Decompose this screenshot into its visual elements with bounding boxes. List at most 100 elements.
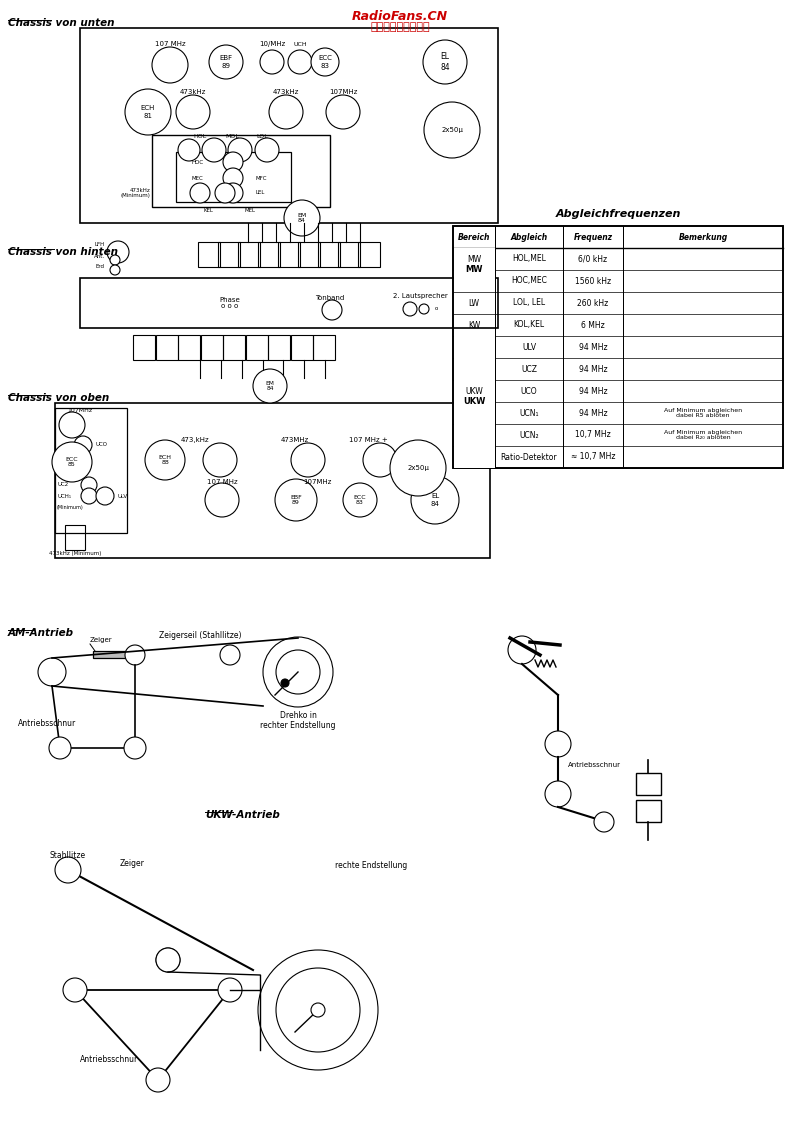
Text: Ant.: Ant. xyxy=(94,254,106,259)
Text: MFC: MFC xyxy=(255,175,266,181)
Text: 10/MHz: 10/MHz xyxy=(259,41,285,47)
Text: EBF
89: EBF 89 xyxy=(290,495,302,506)
Text: (Minimum): (Minimum) xyxy=(57,505,84,509)
Text: 94 MHz: 94 MHz xyxy=(578,386,607,395)
Circle shape xyxy=(363,443,397,476)
Text: UCZ: UCZ xyxy=(521,365,537,374)
Text: Abgleichfrequenzen: Abgleichfrequenzen xyxy=(555,209,681,219)
Circle shape xyxy=(228,138,252,161)
Bar xyxy=(278,242,300,266)
Text: 107MHz: 107MHz xyxy=(303,479,331,485)
Circle shape xyxy=(190,183,210,203)
Bar xyxy=(238,242,260,266)
Text: 473MHz: 473MHz xyxy=(281,437,309,443)
Circle shape xyxy=(419,304,429,314)
Bar xyxy=(55,403,490,558)
Text: KOL,KEL: KOL,KEL xyxy=(514,321,545,330)
Circle shape xyxy=(220,645,240,665)
Circle shape xyxy=(411,476,459,524)
Circle shape xyxy=(263,637,333,707)
Text: Auf Minimum abgleichen
dabei R5 ablöten: Auf Minimum abgleichen dabei R5 ablöten xyxy=(664,408,742,419)
Text: HOC: HOC xyxy=(192,159,204,165)
Circle shape xyxy=(284,200,320,236)
Circle shape xyxy=(545,781,571,807)
Text: Stahllitze: Stahllitze xyxy=(50,850,86,859)
Bar xyxy=(201,335,222,360)
Text: Antriebsschnur: Antriebsschnur xyxy=(568,762,621,768)
Text: UCO: UCO xyxy=(521,386,538,395)
Circle shape xyxy=(55,857,81,883)
Bar xyxy=(223,335,245,360)
Text: LEL: LEL xyxy=(255,191,264,195)
Text: 2x50μ: 2x50μ xyxy=(407,465,429,471)
Bar xyxy=(218,242,240,266)
Text: RadioFans.CN: RadioFans.CN xyxy=(352,10,448,23)
Text: Chassis von unten: Chassis von unten xyxy=(8,18,114,28)
Circle shape xyxy=(74,436,92,454)
Circle shape xyxy=(255,138,279,161)
Circle shape xyxy=(311,49,339,76)
Text: Phase
o o o: Phase o o o xyxy=(220,297,240,309)
Text: Zeiger: Zeiger xyxy=(120,858,145,867)
Circle shape xyxy=(218,978,242,1003)
Text: Tonband: Tonband xyxy=(315,295,345,301)
Text: ULV: ULV xyxy=(118,493,128,499)
Circle shape xyxy=(288,50,312,75)
Text: EM
84: EM 84 xyxy=(298,212,306,224)
Text: Auf Minimum abgleichen
dabei R₂₀ ablöten: Auf Minimum abgleichen dabei R₂₀ ablöten xyxy=(664,430,742,440)
Text: 6/0 kHz: 6/0 kHz xyxy=(578,254,607,263)
Circle shape xyxy=(594,812,614,832)
Circle shape xyxy=(81,476,97,493)
Text: ≈ 10,7 MHz: ≈ 10,7 MHz xyxy=(570,453,615,462)
Circle shape xyxy=(276,968,360,1052)
Circle shape xyxy=(110,255,120,265)
Text: Chassis von hinten: Chassis von hinten xyxy=(8,247,118,257)
Bar xyxy=(198,242,220,266)
Text: 收音机爱好者资料库: 收音机爱好者资料库 xyxy=(370,21,430,32)
Circle shape xyxy=(390,440,446,496)
Circle shape xyxy=(343,483,377,517)
Circle shape xyxy=(110,265,120,275)
Text: EBF
89: EBF 89 xyxy=(219,55,233,69)
Circle shape xyxy=(38,658,66,686)
Text: LOL: LOL xyxy=(256,134,268,140)
Text: MEC: MEC xyxy=(192,175,204,181)
Circle shape xyxy=(258,949,378,1070)
Text: AM-Antrieb: AM-Antrieb xyxy=(8,628,74,638)
Text: Antriebsschnur: Antriebsschnur xyxy=(18,718,76,727)
Text: UCN₂: UCN₂ xyxy=(519,430,539,439)
Circle shape xyxy=(125,645,145,665)
Circle shape xyxy=(223,152,243,172)
Text: 107 MHz: 107 MHz xyxy=(154,41,186,47)
Circle shape xyxy=(59,412,85,438)
Text: EL
84: EL 84 xyxy=(440,52,450,72)
Text: ECC
83: ECC 83 xyxy=(354,495,366,506)
Bar xyxy=(290,335,313,360)
Bar xyxy=(318,242,340,266)
Bar xyxy=(454,336,494,467)
Text: Drehko in: Drehko in xyxy=(279,710,317,719)
Bar xyxy=(258,242,280,266)
Circle shape xyxy=(156,948,180,972)
Text: LFH: LFH xyxy=(95,243,105,247)
Bar xyxy=(454,248,494,291)
Bar xyxy=(80,28,498,224)
Circle shape xyxy=(403,301,417,316)
Text: o: o xyxy=(434,306,438,312)
Text: 473kHz (Minimum): 473kHz (Minimum) xyxy=(49,551,101,555)
Text: ECH
81: ECH 81 xyxy=(141,105,155,119)
Text: UCH: UCH xyxy=(293,42,307,46)
Text: Erd: Erd xyxy=(95,264,105,270)
Circle shape xyxy=(49,737,71,759)
Bar xyxy=(246,335,267,360)
Text: 473,kHz: 473,kHz xyxy=(181,437,210,443)
Text: UC2: UC2 xyxy=(57,482,68,488)
Text: Zeigerseil (Stahllitze): Zeigerseil (Stahllitze) xyxy=(158,630,242,639)
Bar xyxy=(636,800,661,822)
Text: 10,7 MHz: 10,7 MHz xyxy=(575,430,611,439)
Text: 94 MHz: 94 MHz xyxy=(578,365,607,374)
Text: 94 MHz: 94 MHz xyxy=(578,409,607,418)
Bar xyxy=(178,335,200,360)
Text: 1560 kHz: 1560 kHz xyxy=(575,277,611,286)
Text: HOL,MEL: HOL,MEL xyxy=(512,254,546,263)
